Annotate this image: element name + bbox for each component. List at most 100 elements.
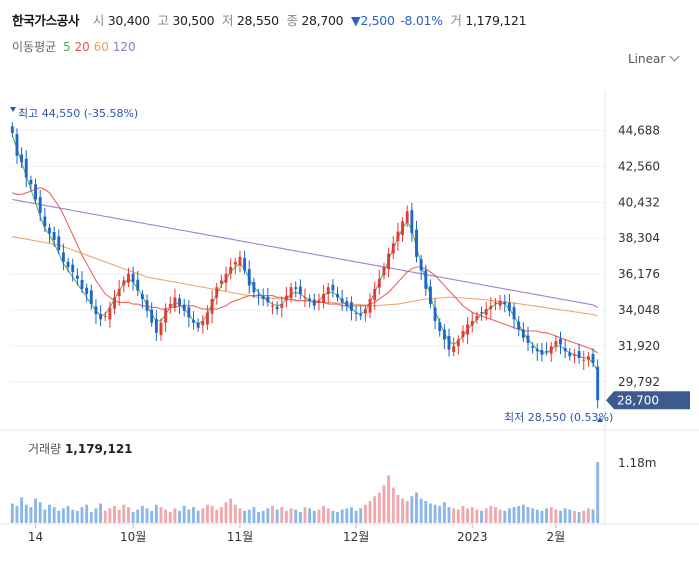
- x-tick-label: 2023: [457, 530, 488, 544]
- volume-bar: [447, 507, 451, 523]
- open-label: 시: [92, 13, 105, 28]
- volume-bar: [154, 504, 158, 523]
- candle: [85, 287, 89, 294]
- candle: [294, 287, 298, 289]
- volume-bar: [545, 508, 549, 523]
- candle: [113, 297, 116, 309]
- volume-bar: [233, 504, 237, 523]
- candle: [573, 354, 576, 356]
- candle: [257, 294, 260, 296]
- ma120-line: [12, 198, 598, 308]
- volume-bar: [61, 508, 65, 523]
- candle: [275, 306, 279, 310]
- candle: [331, 284, 335, 291]
- candle: [350, 302, 353, 311]
- scale-selector[interactable]: Linear: [628, 51, 680, 66]
- volume-bar: [461, 505, 465, 523]
- candle: [480, 312, 483, 314]
- candle: [405, 211, 409, 223]
- volume-bar: [80, 507, 84, 523]
- volume-bar: [48, 504, 51, 523]
- candle: [577, 351, 581, 359]
- volume-bar: [549, 507, 553, 523]
- y-tick-label: 34,048: [618, 303, 660, 317]
- candle: [136, 279, 140, 291]
- candle: [224, 273, 228, 283]
- candle: [89, 290, 93, 305]
- y-tick-label: 36,176: [618, 267, 660, 281]
- candle: [289, 287, 293, 298]
- candle: [433, 307, 437, 321]
- candle: [345, 301, 349, 306]
- low-annotation: 최저 28,550 (0.53%): [504, 411, 613, 424]
- volume-bar: [559, 510, 562, 523]
- volume-bar: [243, 510, 247, 523]
- volume-bar: [298, 512, 302, 523]
- close-label: 종: [286, 13, 298, 28]
- volume-bar: [201, 508, 205, 523]
- volume-bar: [582, 510, 586, 523]
- candle: [340, 298, 344, 303]
- volume-bar: [526, 507, 530, 523]
- candle: [549, 346, 553, 354]
- candle: [66, 261, 70, 267]
- candle: [127, 273, 130, 283]
- candle: [354, 313, 358, 315]
- ma-legend-title: 이동평균: [12, 40, 57, 54]
- candle: [438, 322, 442, 332]
- candle: [159, 322, 163, 336]
- volume-bar: [229, 498, 233, 523]
- ma5-line: [11, 135, 599, 372]
- volume-bar: [303, 507, 307, 523]
- volume-bar: [219, 507, 223, 523]
- volume-bar: [410, 496, 414, 523]
- candle: [410, 210, 414, 234]
- candle: [238, 256, 242, 266]
- volume-bar: [206, 504, 209, 523]
- candle: [512, 307, 516, 320]
- volume-bar: [122, 504, 126, 523]
- volume-bar: [140, 505, 144, 523]
- volume-bar: [89, 512, 93, 523]
- candle: [326, 287, 330, 294]
- candle: [535, 349, 539, 352]
- volume-bar: [173, 508, 177, 523]
- candle: [470, 320, 474, 326]
- candle: [103, 315, 107, 317]
- candle: [489, 305, 493, 310]
- candle: [396, 231, 400, 241]
- candle: [591, 353, 595, 364]
- volume-bar: [368, 501, 372, 523]
- candle: [359, 314, 363, 316]
- candle: [210, 299, 214, 314]
- volume-bar: [38, 502, 42, 523]
- volume-bar: [99, 503, 103, 523]
- candle: [187, 307, 191, 318]
- volume-bar: [43, 509, 47, 523]
- volume-bar: [531, 508, 535, 523]
- candle: [247, 269, 251, 286]
- ma-120-label: 120: [112, 40, 136, 54]
- candle: [303, 297, 307, 299]
- candle: [131, 273, 135, 283]
- volume-pane-label: 거래량 1,179,121: [28, 440, 133, 457]
- candle: [308, 298, 312, 301]
- candle: [317, 300, 321, 303]
- price-change-pct: -8.01%: [400, 13, 443, 28]
- candle: [154, 319, 158, 333]
- volume-bar: [489, 505, 493, 523]
- volume-bar: [424, 501, 428, 523]
- volume-bar: [507, 508, 511, 523]
- candle: [61, 252, 65, 262]
- volume-bar: [127, 507, 130, 523]
- price-axis: 44,688 42,560 40,432 38,304 36,176 34,048 31,9…: [618, 124, 660, 389]
- volume-bar: [178, 510, 182, 523]
- candle: [52, 232, 56, 240]
- candle: [442, 329, 446, 340]
- volume-bar: [354, 510, 358, 523]
- volume-bar: [554, 509, 558, 523]
- candle: [34, 184, 37, 200]
- y-tick-label: 29,792: [618, 375, 660, 389]
- moving-average-legend[interactable]: 이동평균 5 20 60 120: [12, 38, 136, 55]
